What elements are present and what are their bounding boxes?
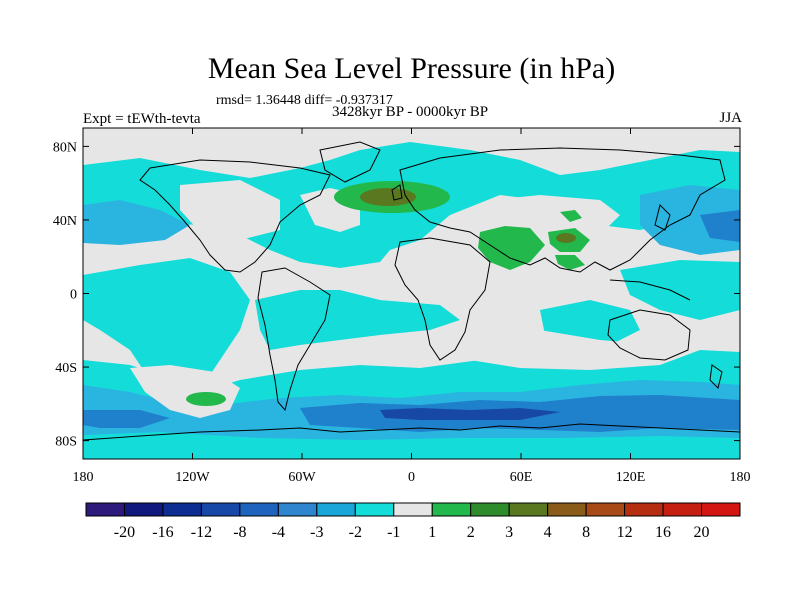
colorbar-box [701, 502, 741, 517]
contour-white-north-america [180, 180, 280, 240]
colorbar-box [316, 502, 356, 517]
coastlines [83, 141, 740, 441]
lat-label: 40N [53, 214, 77, 229]
lon-label: 60W [288, 470, 316, 485]
contour-cyan-east-pacific [620, 260, 740, 320]
colorbar-label: 12 [617, 524, 633, 541]
colorbar-box [431, 502, 472, 517]
coast-north-america [139, 159, 331, 273]
lon-label: 180 [730, 470, 751, 485]
lon-label: 60E [510, 470, 533, 485]
colorbar-box [585, 502, 626, 517]
colorbar-box [123, 502, 164, 517]
colorbar-label: 2 [467, 524, 475, 541]
period-label: 3428kyr BP - 0000kyr BP [331, 104, 489, 120]
colorbar-box [239, 502, 279, 517]
map-title: Mean Sea Level Pressure (in hPa) [207, 52, 616, 85]
coast-africa [394, 237, 491, 361]
contour-mblue-nw-pacific [700, 210, 740, 242]
coast-south-america [257, 267, 331, 412]
colorbar-box [354, 502, 395, 517]
contour-cyan-antarctic [83, 432, 740, 459]
coast-europe-asia [399, 147, 726, 273]
lat-label: 80N [53, 140, 77, 155]
coast-japan [654, 204, 671, 231]
colorbar-box [508, 502, 549, 517]
contour-dgreen-tibet [556, 233, 576, 243]
colorbar-label: -20 [114, 524, 135, 541]
coast-maritime [609, 279, 691, 301]
colorbar-box [85, 502, 125, 517]
colorbar-box [200, 502, 241, 517]
colorbar-label: -8 [233, 524, 246, 541]
colorbar-label: -16 [152, 524, 173, 541]
season-label: JJA [719, 110, 742, 126]
colorbar-box [547, 502, 587, 517]
colorbar-label: -4 [272, 524, 285, 541]
coast-australia [607, 309, 691, 361]
coast-antarctica [83, 423, 740, 441]
contour-cyan-central-pacific [83, 258, 250, 420]
coast-uk [391, 184, 403, 201]
contour-green-asia-small [560, 210, 582, 222]
colorbar-label: 16 [655, 524, 671, 541]
lat-label: 40S [55, 361, 77, 376]
contour-dgreen-north-atlantic [360, 188, 416, 206]
contour-field [83, 128, 740, 459]
contour-green-middle-east [478, 226, 545, 270]
colorbar: -20 -16 -12 -8 -4 -3 -2 -1 1 2 3 4 8 12 16 20 [85, 502, 741, 541]
colorbar-label: -3 [310, 524, 323, 541]
contour-green-india [555, 255, 585, 270]
contour-cyan-south-atlantic [255, 290, 460, 350]
colorbar-label: 8 [582, 524, 590, 541]
stats-text: rmsd= 1.36448 diff= -0.937317 [216, 93, 393, 108]
lon-label: 120W [175, 470, 210, 485]
lon-label: 180 [73, 470, 94, 485]
colorbar-box [470, 502, 510, 517]
lon-label: 120E [616, 470, 646, 485]
contour-dblue-south [380, 408, 560, 420]
colorbar-label: -2 [349, 524, 362, 541]
lon-label: 0 [408, 470, 415, 485]
lat-label: 0 [70, 288, 77, 303]
colorbar-label: 4 [544, 524, 552, 541]
experiment-label: Expt = tEWth-tevta [83, 111, 201, 127]
lat-label: 80S [55, 435, 77, 450]
colorbar-box [624, 502, 664, 517]
colorbar-label: 3 [505, 524, 513, 541]
contour-green-south-pacific [186, 392, 226, 406]
longitude-labels: 180 120W 60W 0 60E 120E 180 [73, 470, 751, 485]
coast-new-zealand [709, 364, 723, 389]
colorbar-box [277, 502, 318, 517]
latitude-labels: 80N 40N 0 40S 80S [53, 140, 77, 449]
contour-white-south-indian [470, 330, 700, 370]
colorbar-label: 20 [694, 524, 710, 541]
contour-blue-north-pacific [83, 200, 190, 245]
coast-greenland [319, 141, 381, 183]
colorbar-label: -12 [191, 524, 212, 541]
colorbar-label: -1 [387, 524, 400, 541]
colorbar-label: 1 [428, 524, 436, 541]
contour-mblue-sw [83, 410, 170, 428]
colorbar-box [662, 502, 703, 517]
axis-ticks [82, 128, 741, 459]
colorbar-box [393, 502, 433, 517]
colorbar-box [162, 502, 202, 517]
